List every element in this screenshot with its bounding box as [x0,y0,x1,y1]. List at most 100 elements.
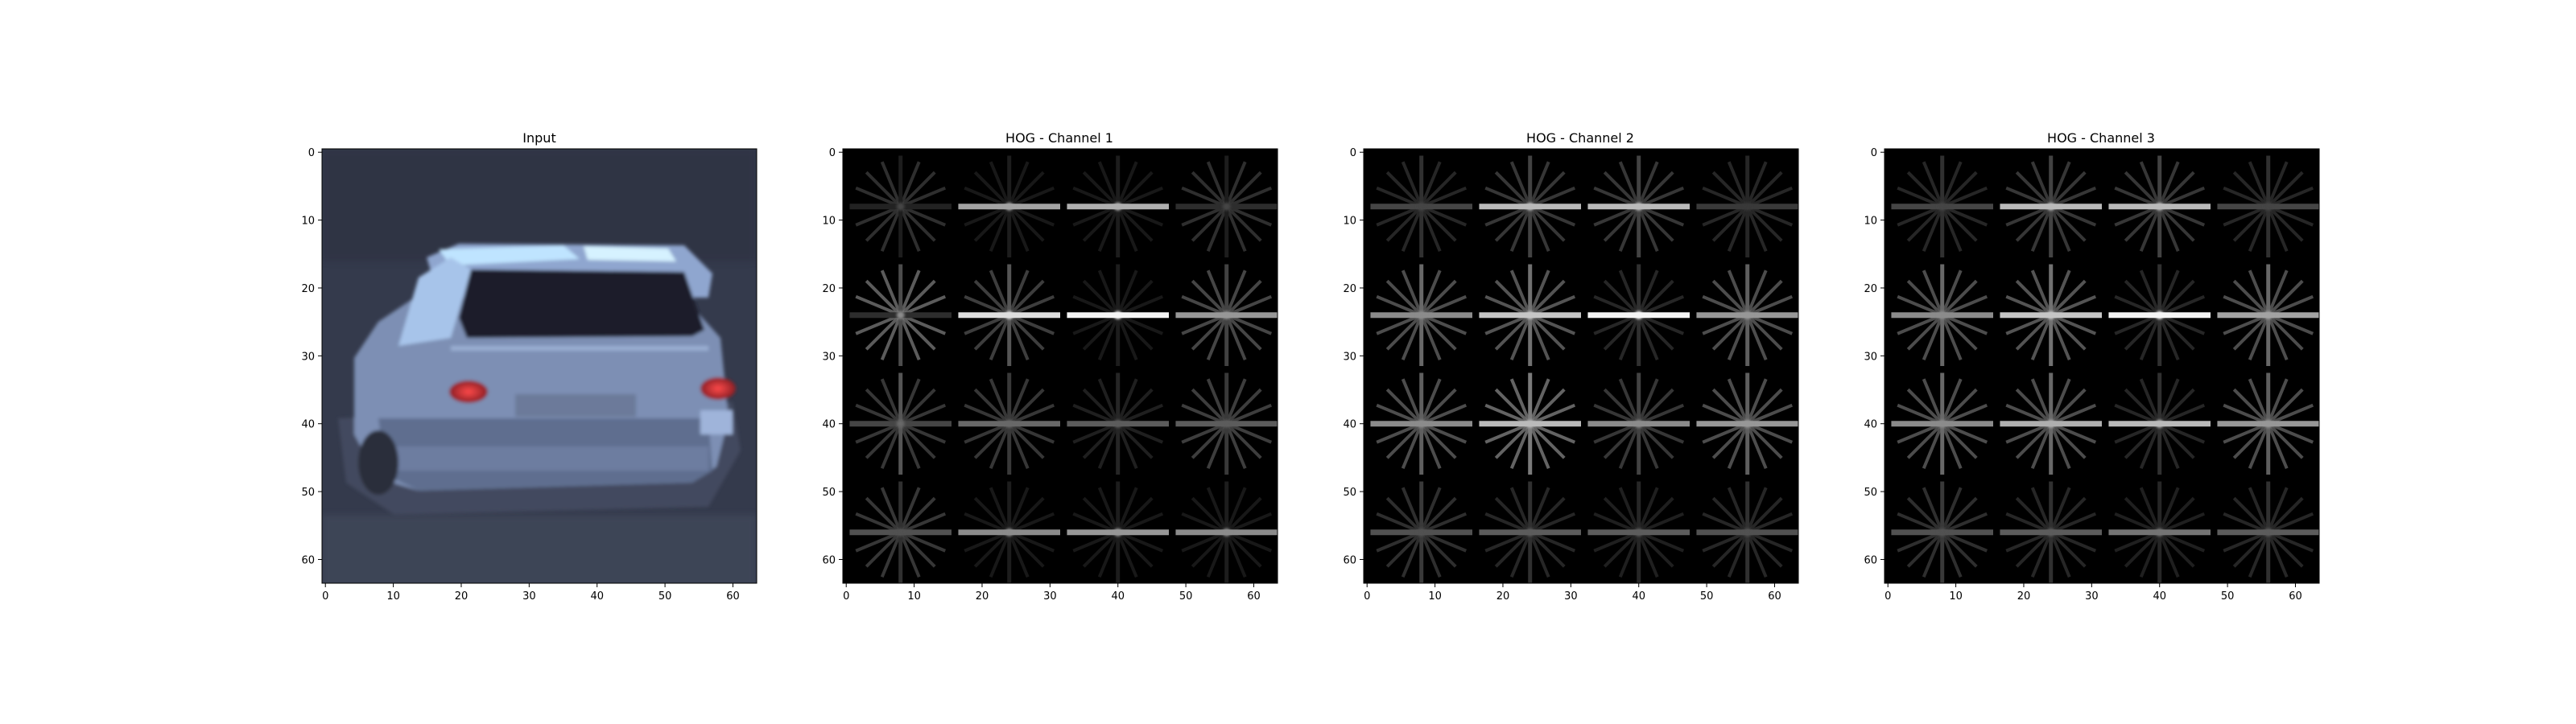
hog-cell-center [1634,311,1643,319]
hog-cell-center [2046,528,2055,537]
hog-cell-center [1222,202,1231,211]
hog-cell-center [1938,528,1946,537]
hog-cell [1370,155,1472,257]
hog-cell [1891,481,1993,583]
x-tick-label: 30 [1043,590,1057,603]
hog-cell [2000,372,2102,475]
hog-cell-center [1525,528,1534,537]
car-left-pillar [398,257,471,346]
right-bumper-light [700,410,733,434]
car-trunk-line [451,346,708,351]
y-tick-label: 20 [1864,283,1877,295]
tail-light-right [700,377,736,400]
panel-hog-channel-2: HOG - Channel 2 0 10 20 30 40 50 60 0 10 20 30 40 50… [1343,130,1799,603]
hog-cell-center [1525,202,1534,211]
hog-cell-center [1417,528,1426,537]
hog-cell-center [1938,419,1946,428]
hog-cell [1370,264,1472,366]
hog-cell-center [2155,528,2164,537]
panel-hog-channel-1-title: HOG - Channel 1 [1005,130,1113,146]
hog-cell [1370,372,1472,475]
hog-cell [1891,155,1993,257]
hog-cell [1479,372,1581,475]
hog-cell [1696,155,1798,257]
hog-channel-3-axes: 0 10 20 30 40 50 60 0 10 20 30 40 50 60 [1864,147,2301,603]
x-tick-label: 50 [2221,590,2235,603]
y-tick-label: 0 [1350,147,1356,159]
hog-cell [849,155,952,257]
x-tick-label: 0 [1364,590,1370,603]
hog-cell-center [1938,311,1946,319]
hog-cell [2000,264,2102,366]
hog-cell-center [1743,311,1752,319]
hog-cell [2217,372,2319,475]
x-tick-label: 50 [1179,590,1193,603]
hog-cell-center [2264,528,2273,537]
hog-cell-center [1005,528,1013,537]
x-tick-label: 20 [455,590,469,603]
hog-cell-center [1743,202,1752,211]
hog-cell-center [1634,202,1643,211]
y-tick-label: 10 [1864,216,1877,228]
hog-cell [2217,481,2319,583]
tail-light-left [449,381,488,403]
hog-cell [849,264,952,366]
hog-cell-center [1113,419,1122,428]
x-tick-label: 30 [522,590,536,603]
x-tick-label: 40 [1111,590,1125,603]
y-tick-label: 20 [822,283,836,295]
x-tick-label: 60 [2289,590,2302,603]
license-plate [515,394,636,417]
hog-cell [958,372,1060,475]
x-tick-label: 10 [386,590,400,603]
y-tick-label: 50 [301,487,315,499]
y-tick-label: 60 [822,554,836,566]
y-tick-label: 50 [822,487,836,499]
hog-cell [849,481,952,583]
hog-cell [1587,264,1690,366]
y-tick-label: 40 [1864,419,1877,431]
x-tick-label: 30 [2085,590,2099,603]
hog-cell [1696,372,1798,475]
hog-cell [1067,155,1169,257]
hog-cell [2108,481,2211,583]
x-tick-label: 60 [726,590,740,603]
x-tick-label: 50 [658,590,672,603]
hog-channel-3-cells [1891,155,2319,583]
hog-cell [1067,264,1169,366]
hog-channel-2-cells [1370,155,1798,583]
hog-cell-center [1634,419,1643,428]
y-tick-label: 20 [301,283,315,295]
hog-cell [958,481,1060,583]
hog-channel-2-frame [1363,148,1799,584]
hog-cell-center [2046,202,2055,211]
hog-cell-center [896,528,905,537]
y-tick-label: 60 [301,554,315,566]
hog-cell [1696,264,1798,366]
x-tick-label: 40 [1632,590,1645,603]
hog-cell [1175,481,1278,583]
y-tick-label: 10 [822,216,836,228]
hog-cell-center [1743,528,1752,537]
hog-cell [1175,264,1278,366]
input-image [322,149,757,583]
y-tick-label: 0 [308,147,315,159]
hog-cell-center [1634,528,1643,537]
hog-cell-center [1417,311,1426,319]
hog-cell-center [896,419,905,428]
hog-cell-center [2155,419,2164,428]
y-tick-label: 10 [1343,216,1356,228]
x-tick-label: 10 [1949,590,1963,603]
y-tick-label: 0 [1871,147,1877,159]
hog-cell-center [1525,311,1534,319]
panel-hog-channel-1: HOG - Channel 1 0 10 20 30 40 50 60 0 10 20 30 40 50… [822,130,1278,603]
hog-cell [1587,155,1690,257]
hog-cell [2217,264,2319,366]
y-tick-label: 40 [822,419,836,431]
hog-cell-center [1113,528,1122,537]
hog-channel-1-axes: 0 10 20 30 40 50 60 0 10 20 30 40 50 60 [822,147,1260,603]
y-tick-label: 40 [1343,419,1356,431]
hog-cell-center [2264,202,2273,211]
y-tick-label: 30 [301,351,315,363]
bumper [386,446,708,471]
